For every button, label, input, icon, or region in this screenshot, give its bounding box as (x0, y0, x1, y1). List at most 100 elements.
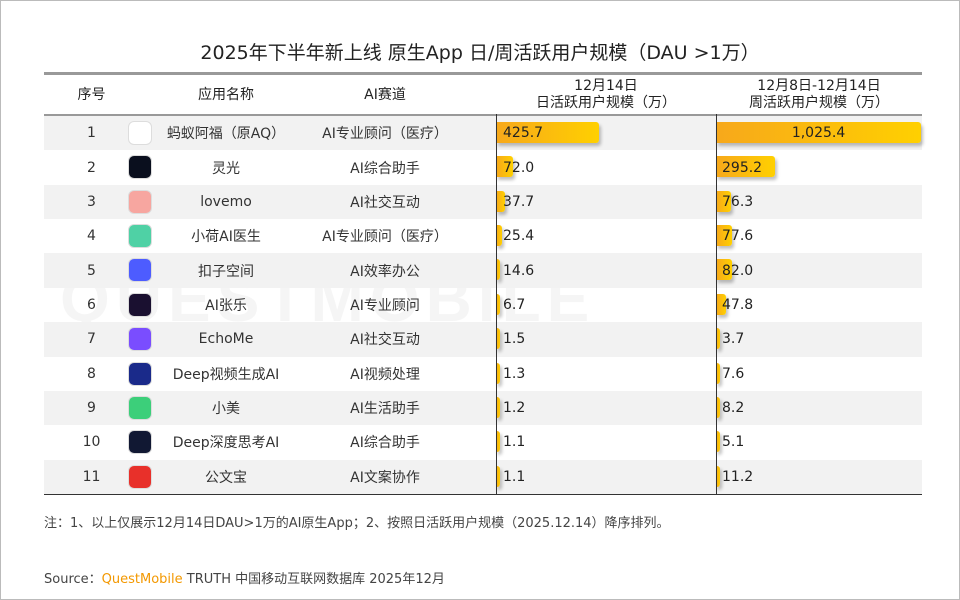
wau-value: 7.6 (722, 365, 745, 382)
table-row: 4 小荷AI医生 AI专业顾问（医疗） 25.4 77.6 (44, 219, 922, 253)
wau-axis-line (716, 114, 717, 494)
wau-value: 11.2 (722, 468, 754, 485)
app-name: 小荷AI医生 (191, 229, 261, 246)
footnote: 注：1、以上仅展示12月14日DAU>1万的AI原生App；2、按照日活跃用户规… (44, 516, 670, 531)
gongwenbao-icon (128, 464, 152, 489)
dau-value: 72.0 (503, 159, 535, 176)
table-row: 5 扣子空间 AI效率办公 14.6 82.0 (44, 253, 922, 288)
deep-video-icon (128, 361, 152, 386)
app-name: AI张乐 (205, 297, 247, 314)
lovemo-icon (128, 189, 152, 214)
wau-bar (716, 122, 922, 143)
bottom-rule (44, 494, 922, 495)
wau-value: 77.6 (722, 228, 754, 245)
dau-value: 1.3 (503, 365, 526, 382)
wau-bar (716, 293, 726, 315)
table-row: 3 lovemo AI社交互动 37.7 76.3 (44, 184, 922, 220)
table-row: 9 小美 AI生活助手 1.2 8.2 (44, 390, 922, 426)
table-row: 2 灵光 AI综合助手 72.0 295.2 (44, 150, 922, 184)
wau-value: 76.3 (722, 193, 754, 210)
dau-bar (496, 156, 514, 178)
app-name: Deep视频生成AI (172, 366, 280, 383)
lingguang-icon (128, 155, 152, 180)
deep-think-icon (128, 430, 152, 455)
app-name: Deep深度思考AI (172, 435, 280, 452)
wau-bar (716, 396, 720, 418)
header-dau-date: 12月14日 (574, 78, 638, 94)
table-row: 8 Deep视频生成AI AI视频处理 1.3 7.6 (44, 357, 922, 391)
source-rest: TRUTH 中国移动互联网数据库 2025年12月 (182, 572, 445, 587)
track-cell: AI文案协作 (350, 469, 420, 486)
rank-cell: 8 (87, 365, 96, 382)
source: Source：QuestMobile TRUTH 中国移动互联网数据库 2025… (44, 568, 445, 587)
wau-value: 47.8 (722, 296, 754, 313)
source-prefix: Source： (44, 572, 102, 587)
rank-cell: 6 (87, 296, 96, 313)
track-cell: AI专业顾问（医疗） (322, 229, 448, 246)
rank-cell: 9 (87, 400, 96, 417)
dau-bar (496, 396, 500, 418)
ai-zhangle-icon (128, 292, 152, 317)
dau-bar (496, 259, 500, 281)
wau-bar (716, 259, 733, 281)
dau-bar (496, 122, 600, 143)
kouzi-icon (128, 258, 152, 283)
ant-afu-icon (128, 121, 152, 145)
rank-cell: 4 (87, 228, 96, 245)
track-cell: AI生活助手 (350, 401, 420, 418)
wau-value: 8.2 (722, 400, 745, 417)
header-wau: 12月8日-12月14日 周活跃用户规模（万） (716, 76, 922, 114)
wau-bar (716, 190, 732, 212)
top-rule (44, 72, 922, 75)
header-dau: 12月14日 日活跃用户规模（万） (496, 76, 716, 114)
wau-value: 82.0 (722, 262, 754, 279)
wau-bar (716, 362, 720, 384)
dau-value: 14.6 (503, 262, 535, 279)
xiaomei-icon (128, 395, 152, 420)
rank-cell: 11 (82, 468, 101, 485)
dau-bar (496, 431, 500, 453)
table-row: 6 AI张乐 AI专业顾问 6.7 47.8 (44, 288, 922, 322)
dau-bar (496, 225, 503, 247)
header-dau-label: 日活跃用户规模（万） (536, 95, 676, 111)
dau-bar (496, 293, 500, 315)
dau-bar (496, 190, 506, 212)
table-row: 10 Deep深度思考AI AI综合助手 1.1 5.1 (44, 425, 922, 459)
rank-cell: 7 (87, 331, 96, 348)
app-name: 公文宝 (205, 469, 247, 486)
header-rule (44, 114, 922, 116)
dau-value: 1.2 (503, 400, 526, 417)
chart-title: 2025年下半年新上线 原生App 日/周活跃用户规模（DAU >1万） (200, 42, 760, 64)
header-name: 应用名称 (198, 86, 254, 103)
dau-value: 425.7 (503, 125, 544, 142)
wau-value: 1,025.4 (791, 125, 846, 142)
dau-value: 1.1 (503, 468, 526, 485)
source-brand: QuestMobile (101, 572, 183, 587)
dau-value: 1.5 (503, 331, 526, 348)
track-cell: AI综合助手 (350, 435, 420, 452)
rank-cell: 5 (87, 262, 96, 279)
track-cell: AI视频处理 (350, 366, 420, 383)
header-wau-date: 12月8日-12月14日 (757, 78, 881, 94)
xiaohe-icon (128, 224, 152, 249)
dau-axis-line (496, 114, 497, 494)
app-name: 灵光 (212, 160, 240, 177)
table-row: 1 蚂蚁阿福（原AQ） AI专业顾问（医疗） 425.7 1,025.4 (44, 116, 922, 151)
header-rank: 序号 (77, 86, 106, 103)
header-track: AI赛道 (364, 86, 406, 103)
table-row: 11 公文宝 AI文案协作 1.1 11.2 (44, 459, 922, 494)
dau-bar (496, 328, 500, 350)
track-cell: AI社交互动 (350, 332, 420, 349)
app-name: lovemo (200, 193, 252, 210)
wau-bar (716, 156, 776, 178)
wau-bar (716, 328, 720, 350)
rank-cell: 10 (82, 434, 101, 451)
app-name: 蚂蚁阿福（原AQ） (166, 126, 286, 143)
track-cell: AI专业顾问 (350, 297, 420, 314)
dau-value: 37.7 (503, 193, 535, 210)
table-row: 7 EchoMe AI社交互动 1.5 3.7 (44, 322, 922, 357)
wau-bar (716, 431, 720, 453)
dau-bar (496, 465, 500, 487)
wau-bar (716, 465, 720, 487)
dau-value: 6.7 (503, 296, 526, 313)
